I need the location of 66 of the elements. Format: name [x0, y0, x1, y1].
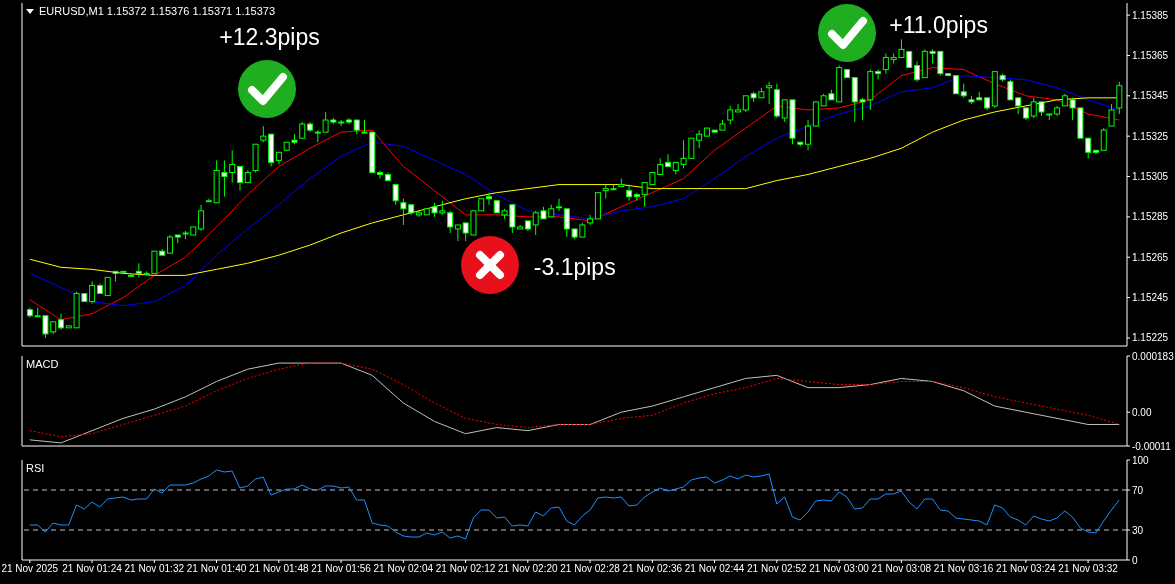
x-tick-label: 21 Nov 01:48: [249, 563, 309, 575]
candlestick: [392, 184, 399, 206]
y-tick-label: 1.15385: [1132, 9, 1169, 21]
y-tick-label: 1.15285: [1132, 211, 1169, 223]
x-tick-label: 21 Nov 01:56: [311, 563, 372, 575]
x-tick-label: 21 Nov 03:16: [933, 563, 994, 575]
x-tick-label: 21 Nov 2025: [1, 563, 59, 575]
y-tick-label: 1.15365: [1132, 50, 1169, 62]
candlestick: [205, 198, 212, 203]
y-tick-label: 0.000183: [1132, 350, 1175, 362]
y-tick-label: 1.15345: [1132, 90, 1169, 102]
candlestick: [447, 210, 454, 234]
candlestick: [166, 234, 173, 254]
x-tick-label: 21 Nov 02:12: [435, 563, 496, 575]
y-tick-label: 100: [1132, 454, 1150, 466]
candlestick: [1116, 81, 1123, 115]
annotation: -3.1pips: [533, 253, 616, 280]
y-tick-label: 1.15245: [1132, 292, 1169, 304]
annotation: +12.3pips: [219, 24, 320, 51]
candlestick: [696, 129, 703, 149]
x-tick-label: 21 Nov 02:20: [498, 563, 558, 575]
y-tick-label: 1.15325: [1132, 130, 1169, 142]
candlestick: [882, 52, 889, 75]
x-tick-label: 21 Nov 02:44: [684, 563, 745, 575]
y-tick-label: 1.15265: [1132, 251, 1169, 263]
candlestick: [914, 61, 920, 83]
y-tick-label: 30: [1132, 524, 1144, 536]
candlestick: [556, 198, 563, 212]
candlestick: [952, 75, 959, 95]
x-tick-label: 21 Nov 02:04: [373, 563, 434, 575]
y-tick-label: -0.00011: [1132, 440, 1172, 452]
chart-title: MACD: [26, 358, 59, 371]
chart-title: RSI: [26, 462, 45, 475]
candlestick: [1108, 103, 1115, 127]
x-tick-label: 21 Nov 03:32: [1058, 563, 1119, 575]
candlestick: [727, 105, 734, 125]
candlestick: [237, 165, 243, 192]
candlestick: [128, 272, 135, 277]
x-tick-label: 21 Nov 01:40: [186, 563, 247, 575]
candlestick: [875, 69, 882, 81]
y-tick-label: 1.15305: [1132, 171, 1169, 183]
candlestick: [198, 204, 205, 232]
x-tick-label: 21 Nov 01:32: [124, 563, 185, 575]
x-tick-label: 21 Nov 01:24: [62, 563, 123, 575]
y-tick-label: 70: [1132, 484, 1144, 496]
candlestick: [104, 276, 111, 297]
x-tick-label: 21 Nov 02:52: [747, 563, 807, 575]
candlestick: [735, 103, 742, 113]
candlestick: [486, 192, 493, 206]
candlestick: [1100, 127, 1107, 151]
x-tick-label: 21 Nov 03:24: [996, 563, 1057, 575]
y-tick-label: 0.00: [1132, 406, 1152, 418]
y-tick-label: 1.15225: [1132, 332, 1169, 344]
y-tick-label: 0: [1132, 554, 1138, 566]
x-tick-label: 21 Nov 02:36: [622, 563, 683, 575]
candlestick: [766, 81, 773, 105]
candlestick: [626, 184, 633, 202]
x-tick-label: 21 Nov 02:28: [560, 563, 621, 575]
candlestick: [664, 153, 671, 167]
x-tick-label: 21 Nov 03:08: [871, 563, 932, 575]
candlestick: [377, 169, 384, 180]
chart-title: EURUSD,M1 1.15372 1.15376 1.15371 1.15373: [39, 5, 276, 18]
candlestick: [454, 224, 461, 242]
annotation: +11.0pips: [889, 11, 988, 38]
candlestick: [805, 119, 812, 151]
x-tick-label: 21 Nov 03:00: [809, 563, 870, 575]
